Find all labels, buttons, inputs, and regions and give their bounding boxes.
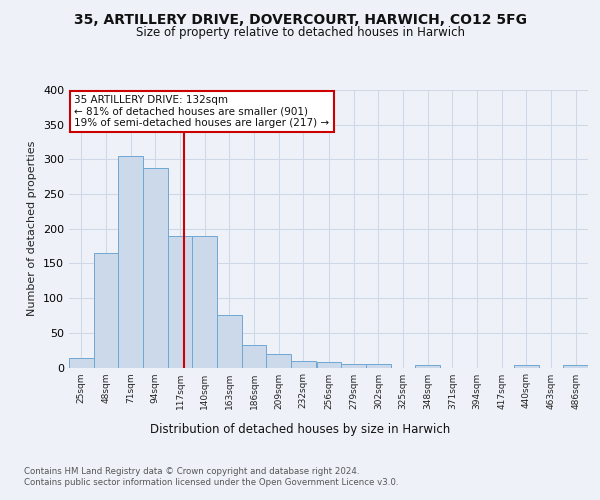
Text: Size of property relative to detached houses in Harwich: Size of property relative to detached ho… <box>136 26 464 39</box>
Bar <box>193 236 217 368</box>
Bar <box>341 364 366 368</box>
Bar <box>415 364 440 368</box>
Bar <box>242 346 266 368</box>
Bar <box>69 358 94 368</box>
Bar <box>317 362 341 368</box>
Text: Contains HM Land Registry data © Crown copyright and database right 2024.
Contai: Contains HM Land Registry data © Crown c… <box>24 468 398 487</box>
Bar <box>514 364 539 368</box>
Bar <box>563 364 588 368</box>
Text: 35, ARTILLERY DRIVE, DOVERCOURT, HARWICH, CO12 5FG: 35, ARTILLERY DRIVE, DOVERCOURT, HARWICH… <box>74 12 527 26</box>
Bar <box>266 354 291 368</box>
Bar <box>366 364 391 368</box>
Text: 35 ARTILLERY DRIVE: 132sqm
← 81% of detached houses are smaller (901)
19% of sem: 35 ARTILLERY DRIVE: 132sqm ← 81% of deta… <box>74 95 329 128</box>
Y-axis label: Number of detached properties: Number of detached properties <box>28 141 37 316</box>
Bar <box>94 253 118 368</box>
Bar <box>143 168 167 368</box>
Bar <box>291 362 316 368</box>
Bar <box>167 236 193 368</box>
Bar <box>217 315 242 368</box>
Text: Distribution of detached houses by size in Harwich: Distribution of detached houses by size … <box>150 422 450 436</box>
Bar <box>118 156 143 368</box>
